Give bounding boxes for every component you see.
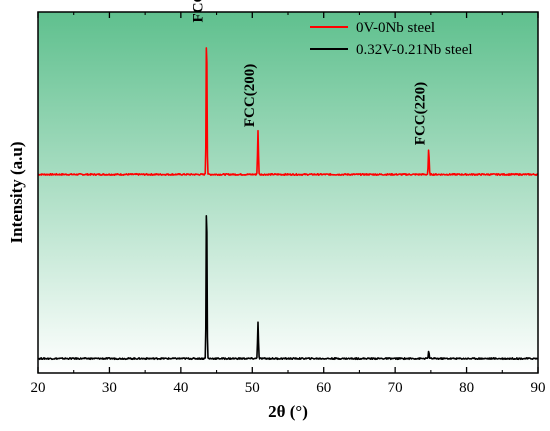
series-line-microalloyed (37, 214, 539, 361)
peak-annotation: FCC(200) (242, 64, 258, 127)
x-tick-label: 20 (31, 380, 46, 396)
legend-label: 0.32V-0.21Nb steel (356, 42, 473, 58)
peak-annotation: FCC(111) (191, 0, 207, 22)
series-layer (37, 47, 539, 361)
x-tick-label: 80 (459, 380, 474, 396)
x-tick-label: 30 (102, 380, 117, 396)
x-tick-label: 40 (173, 380, 188, 396)
x-axis-title: 2θ (°) (268, 402, 308, 421)
x-tick-label: 90 (531, 380, 546, 396)
legend: 0V-0Nb steel 0.32V-0.21Nb steel (310, 20, 473, 58)
x-tick-label: 50 (245, 380, 260, 396)
series-line-reference (37, 47, 539, 176)
plot-background (38, 12, 538, 373)
x-axis: 20 30 40 50 60 70 80 90 (31, 12, 546, 396)
peak-annotation: FCC(220) (413, 82, 429, 145)
x-tick-label: 70 (388, 380, 403, 396)
annotation-layer: FCC(111) FCC(200) FCC(220) (191, 0, 429, 145)
legend-label: 0V-0Nb steel (356, 20, 435, 36)
x-tick-label: 60 (316, 380, 331, 396)
y-axis-title: Intensity (a.u) (7, 141, 26, 243)
